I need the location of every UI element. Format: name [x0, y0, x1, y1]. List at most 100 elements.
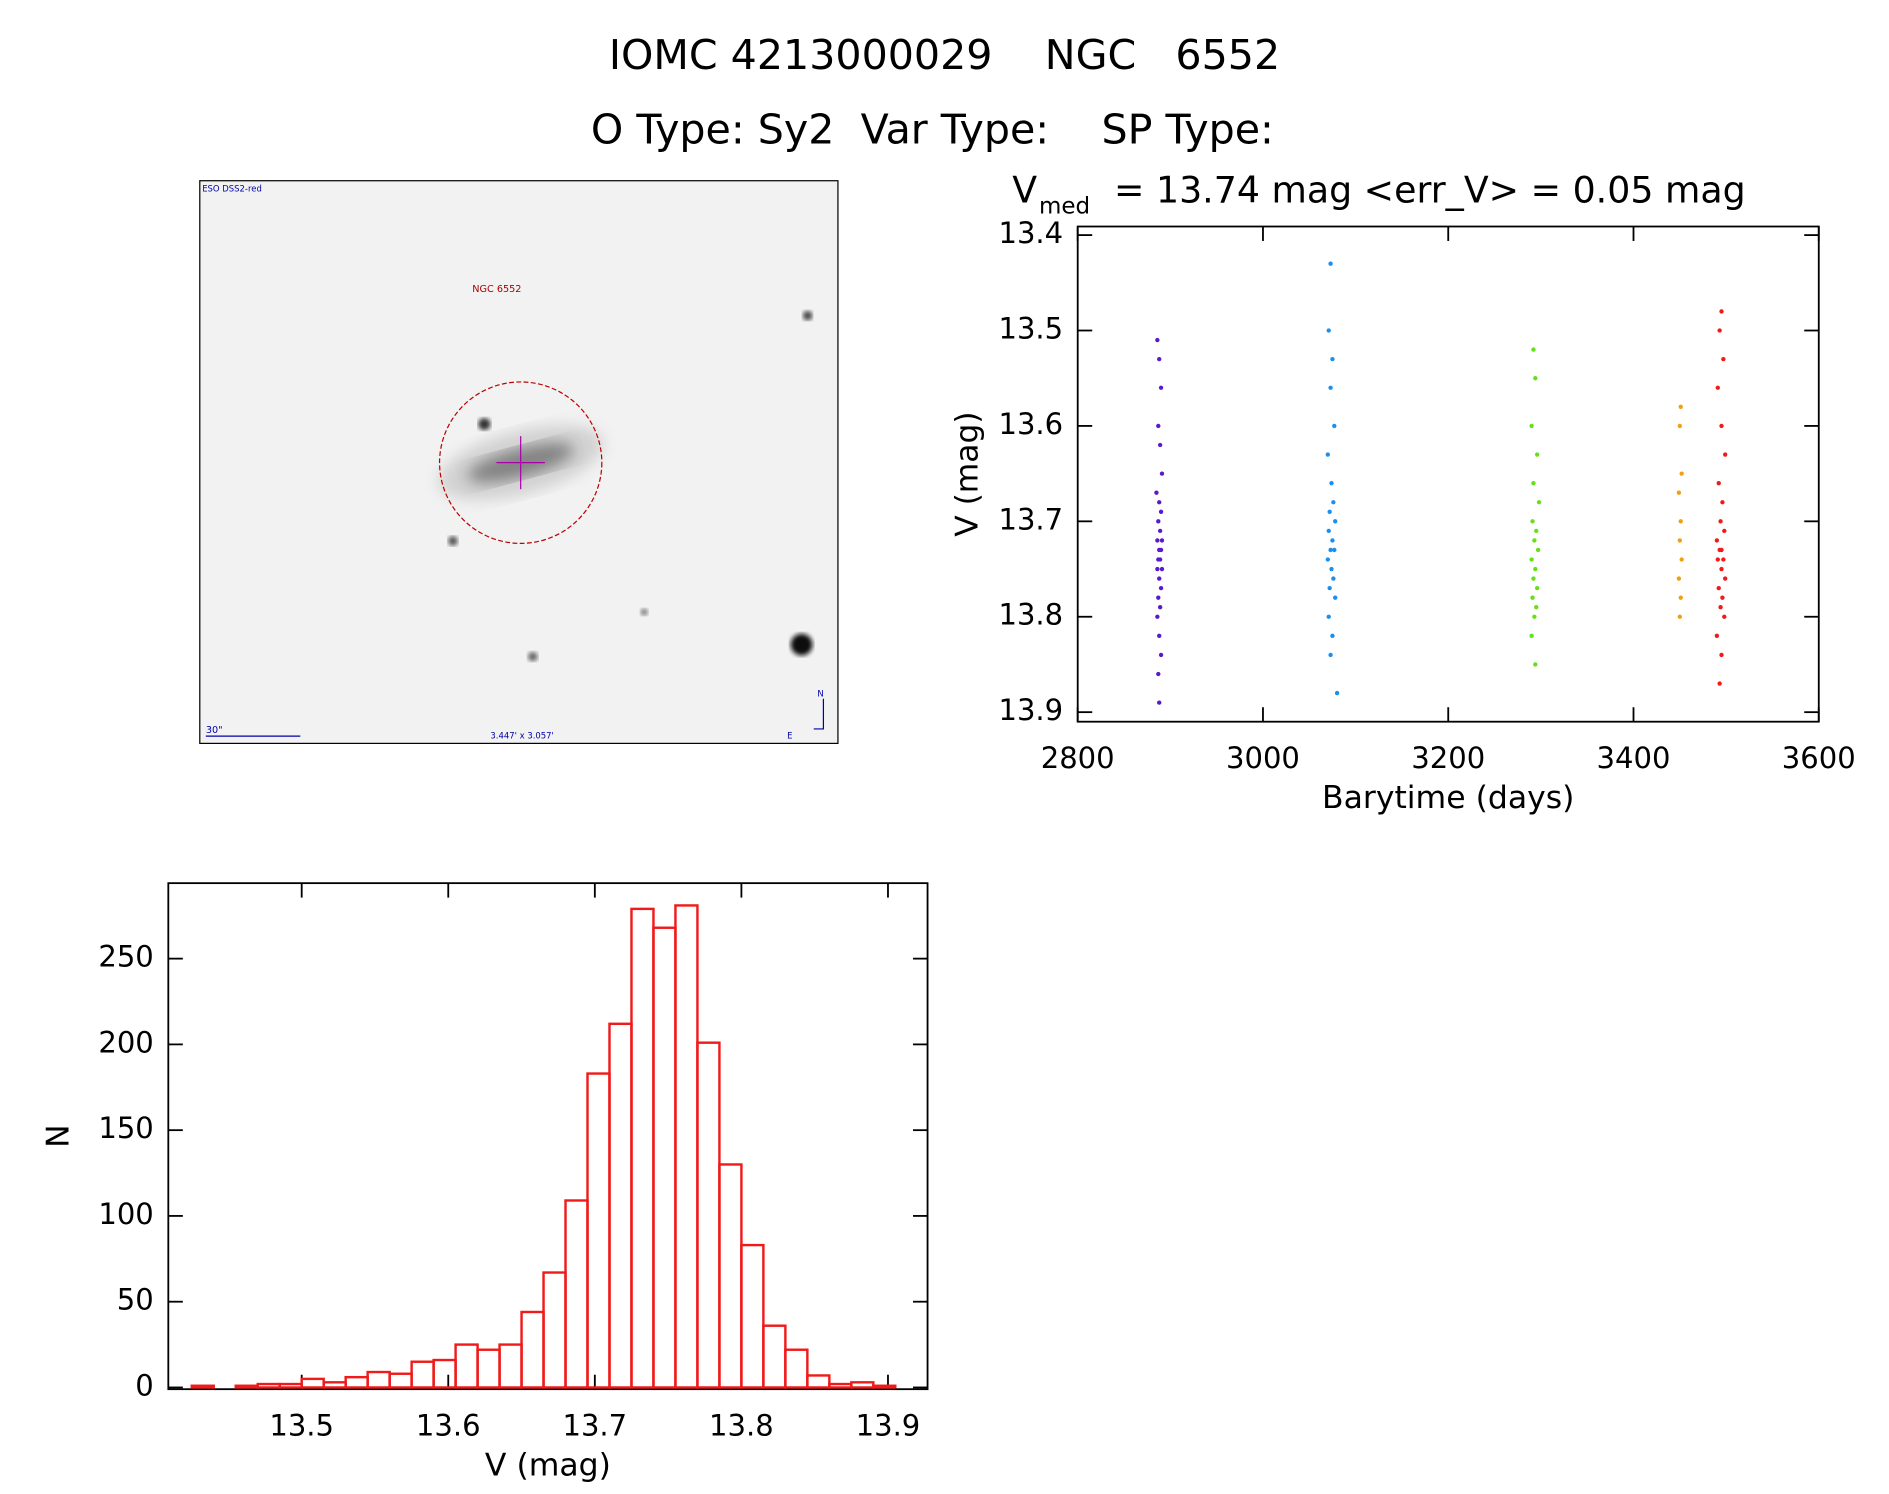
y-tick-label: 13.6	[998, 407, 1063, 441]
y-axis-label: V (mag)	[950, 411, 986, 536]
x-axis-label: Barytime (days)	[1322, 780, 1574, 816]
point	[1325, 557, 1330, 562]
point	[1327, 509, 1332, 514]
point	[1719, 566, 1724, 572]
point	[1328, 652, 1333, 658]
point	[1328, 261, 1333, 266]
point	[1157, 700, 1162, 705]
point	[1536, 500, 1542, 505]
point	[1332, 547, 1337, 553]
subtitle: O Type: Sy2 Var Type: SP Type:	[591, 106, 1274, 154]
y-tick-label: 200	[98, 1025, 153, 1059]
point	[1715, 385, 1720, 390]
title: IOMC 4213000029 NGC 6552	[609, 31, 1280, 79]
point	[1529, 423, 1534, 429]
plot-frame	[167, 882, 929, 1391]
bar	[410, 1360, 435, 1389]
point	[1159, 538, 1165, 543]
point	[1714, 538, 1720, 543]
plot-frame	[1076, 225, 1820, 723]
y-tick-label: 13.8	[998, 598, 1063, 632]
point	[1157, 576, 1162, 581]
point	[1330, 633, 1335, 638]
point	[1328, 385, 1333, 390]
bar	[190, 1384, 215, 1389]
bar	[520, 1310, 545, 1389]
point	[1531, 576, 1536, 581]
y-tick-label: 100	[98, 1197, 153, 1231]
point	[1532, 614, 1537, 619]
point	[1157, 633, 1162, 638]
point	[1158, 585, 1164, 591]
size-label: 3.447' x 3.057'	[490, 731, 553, 741]
point	[1157, 605, 1163, 610]
point	[1157, 442, 1163, 448]
bar	[300, 1377, 325, 1389]
point	[1716, 585, 1721, 591]
point	[1534, 528, 1539, 534]
bar	[696, 1041, 721, 1389]
x-tick-label: 13.8	[709, 1409, 774, 1443]
point	[1722, 614, 1727, 619]
point	[1329, 480, 1334, 486]
point	[1158, 547, 1164, 553]
bar	[344, 1375, 369, 1389]
point	[1330, 538, 1335, 543]
bar	[652, 926, 677, 1389]
point	[1330, 356, 1335, 362]
point	[1535, 547, 1541, 553]
point	[1155, 614, 1160, 619]
point	[1722, 528, 1727, 534]
point	[1331, 576, 1336, 581]
point	[1721, 557, 1726, 562]
point	[1533, 376, 1538, 381]
bar	[476, 1348, 501, 1389]
point	[1333, 595, 1338, 600]
point	[1326, 614, 1331, 619]
point	[1155, 538, 1160, 543]
point	[1531, 480, 1536, 486]
bar	[608, 1022, 633, 1389]
point	[1158, 652, 1164, 658]
point	[1531, 347, 1536, 352]
x-tick-label: 2800	[1041, 741, 1115, 775]
point	[1717, 547, 1722, 553]
point	[1714, 633, 1720, 638]
bar	[850, 1381, 875, 1389]
point	[1716, 480, 1721, 486]
y-tick-label: 50	[117, 1283, 154, 1317]
bar	[388, 1372, 413, 1389]
bar	[322, 1381, 347, 1389]
y-tick-label: 0	[135, 1369, 153, 1403]
point	[1326, 528, 1331, 534]
point	[1720, 500, 1725, 505]
point	[1530, 595, 1535, 600]
point	[1718, 519, 1723, 524]
point	[1529, 557, 1534, 562]
point	[1534, 452, 1540, 457]
point	[1534, 605, 1539, 610]
point	[1157, 528, 1163, 534]
point	[1676, 490, 1682, 495]
x-tick-label: 3000	[1226, 741, 1300, 775]
title-sub: med	[1039, 194, 1090, 220]
y-tick-label: 13.9	[998, 693, 1063, 727]
point	[1156, 595, 1161, 600]
point	[1332, 423, 1337, 429]
bar	[366, 1370, 391, 1389]
point	[1678, 595, 1683, 600]
y-tick-label: 13.7	[998, 502, 1063, 536]
point	[1327, 585, 1332, 591]
point	[1158, 509, 1164, 514]
point	[1677, 423, 1682, 429]
point	[1723, 576, 1728, 581]
point	[1532, 538, 1537, 543]
point	[1530, 519, 1535, 524]
y-tick-label: 13.4	[998, 216, 1063, 250]
x-tick-label: 13.9	[856, 1409, 921, 1443]
point	[1334, 690, 1340, 696]
bar	[256, 1382, 281, 1389]
point	[1156, 423, 1161, 429]
point	[1157, 500, 1162, 505]
bar	[762, 1324, 787, 1389]
